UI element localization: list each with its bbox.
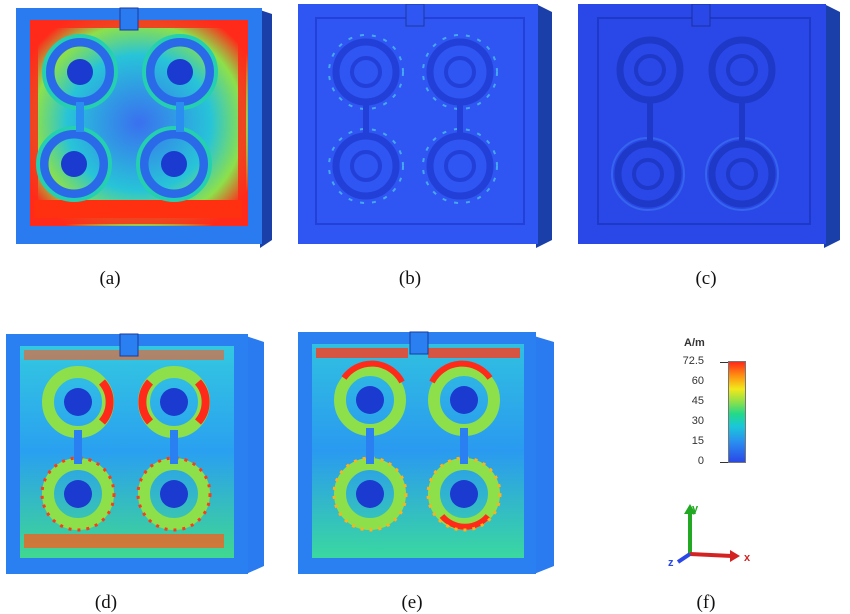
caption-d: (d) <box>94 592 118 613</box>
field-panel-c <box>574 4 846 248</box>
legend-tick: 0 <box>697 455 704 467</box>
legend-tick: 60 <box>691 375 704 387</box>
color-scale-legend: A/m 72.5 60 45 30 15 0 <box>672 337 772 472</box>
caption-a: (a) <box>99 268 121 289</box>
legend-tick: 72.5 <box>682 355 704 367</box>
coordinate-axes: y x z <box>660 498 760 569</box>
field-panel-b <box>290 4 560 248</box>
caption-b: (b) <box>398 268 422 289</box>
field-panel-e <box>292 330 564 582</box>
surface-current-plot-c <box>578 4 840 248</box>
surface-current-plot-a <box>16 7 272 248</box>
surface-current-plot-d <box>6 333 264 574</box>
field-panel-a <box>4 4 276 248</box>
legend-unit: A/m <box>684 337 705 349</box>
axis-y-label: y <box>692 503 699 515</box>
legend-color-bar <box>728 361 746 463</box>
axis-x-label: x <box>744 552 751 564</box>
field-panel-d <box>2 330 274 582</box>
surface-current-plot-e <box>298 331 554 574</box>
caption-c: (c) <box>695 268 717 289</box>
surface-current-plot-b <box>298 4 552 248</box>
caption-f: (f) <box>696 592 716 613</box>
legend-tick: 30 <box>691 415 704 427</box>
legend-tick: 15 <box>691 435 704 447</box>
axis-z-label: z <box>668 557 674 568</box>
legend-min-marker <box>720 462 728 463</box>
axes-triad-icon: y x z <box>668 503 751 569</box>
legend-max-marker <box>720 362 728 363</box>
caption-e: (e) <box>401 592 423 613</box>
legend-tick: 45 <box>691 395 704 407</box>
